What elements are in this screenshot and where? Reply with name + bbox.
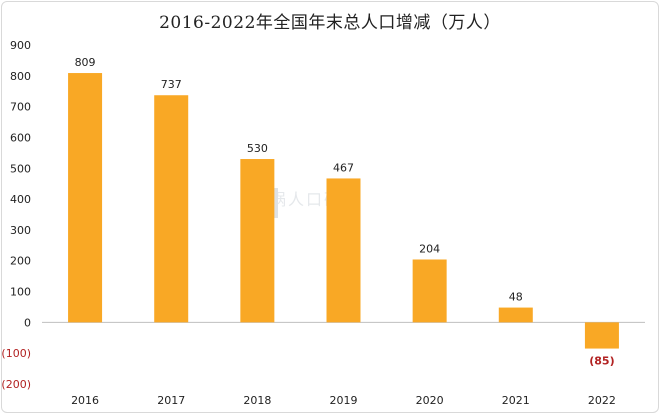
data-label: 48 [509, 291, 523, 304]
y-tick-label: 400 [10, 193, 31, 206]
bar [326, 178, 361, 323]
y-tick-label: 200 [10, 255, 31, 268]
y-tick-label: 700 [10, 101, 31, 114]
y-tick-label: 800 [10, 70, 31, 83]
y-tick-label: 600 [10, 131, 31, 144]
bar [240, 159, 275, 323]
x-tick-label: 2016 [71, 394, 99, 407]
chart-title: 2016-2022年全国年末总人口增减（万人） [159, 13, 501, 33]
x-tick-label: 2021 [502, 394, 530, 407]
data-label: 204 [419, 242, 440, 255]
x-tick-label: 2022 [588, 394, 616, 407]
x-tick-label: 2017 [157, 394, 185, 407]
data-label: 530 [247, 142, 268, 155]
y-tick-label: (200) [1, 378, 31, 391]
x-tick-label: 2020 [416, 394, 444, 407]
y-tick-label: 900 [10, 39, 31, 52]
y-tick-label: 300 [10, 224, 31, 237]
data-label: (85) [589, 355, 614, 368]
y-tick-label: 500 [10, 162, 31, 175]
y-tick-label: 100 [10, 286, 31, 299]
y-tick-label: 0 [24, 316, 31, 329]
data-label: 737 [161, 78, 182, 91]
bar [154, 95, 189, 323]
bar [498, 307, 533, 323]
x-tick-label: 2018 [243, 394, 271, 407]
bar [584, 322, 619, 349]
y-tick-label: (100) [1, 347, 31, 360]
data-label: 467 [333, 161, 354, 174]
data-label: 809 [75, 56, 96, 69]
bar [412, 259, 447, 323]
bar [68, 73, 103, 323]
x-tick-label: 2019 [330, 394, 358, 407]
